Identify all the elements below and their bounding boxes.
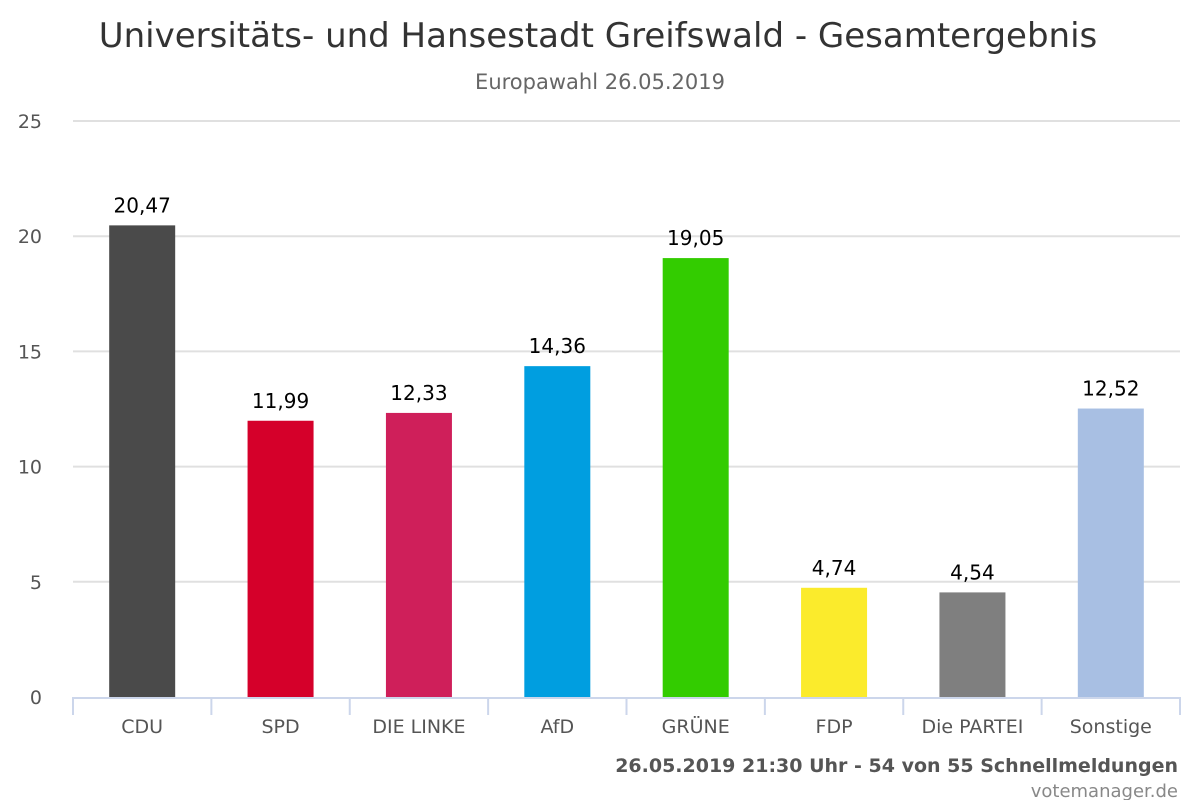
- data-label: 4,74: [812, 556, 857, 580]
- x-tick-label: DIE LINKE: [372, 716, 465, 738]
- bar-sonstige[interactable]: [1077, 408, 1144, 697]
- y-tick-label: 0: [30, 687, 42, 709]
- status-text: 26.05.2019 21:30 Uhr - 54 von 55 Schnell…: [615, 755, 1178, 777]
- x-tick-label: AfD: [540, 716, 574, 738]
- data-label: 11,99: [252, 389, 309, 413]
- bar-die-partei[interactable]: [939, 592, 1006, 697]
- x-tick-label: CDU: [121, 716, 163, 738]
- bar-afd[interactable]: [524, 366, 591, 697]
- x-tick-label: Die PARTEI: [921, 716, 1023, 738]
- bar-cdu[interactable]: [109, 225, 176, 697]
- x-tick-label: Sonstige: [1070, 716, 1152, 738]
- data-label: 12,33: [390, 381, 447, 405]
- y-tick-label: 5: [30, 572, 42, 594]
- x-tick-label: SPD: [261, 716, 299, 738]
- x-tick-label: GRÜNE: [662, 715, 730, 738]
- y-tick-label: 25: [18, 111, 42, 133]
- data-label: 12,52: [1082, 377, 1139, 401]
- bar-grüne[interactable]: [662, 258, 729, 697]
- bar-fdp[interactable]: [801, 587, 868, 697]
- bar-die-linke[interactable]: [385, 412, 452, 697]
- y-tick-label: 10: [18, 457, 42, 479]
- y-tick-label: 15: [18, 341, 42, 363]
- chart-subtitle: Europawahl 26.05.2019: [475, 70, 725, 94]
- data-label: 4,54: [950, 560, 995, 584]
- data-label: 19,05: [667, 226, 724, 250]
- data-label: 14,36: [529, 334, 586, 358]
- source-credit[interactable]: votemanager.de: [1031, 781, 1178, 800]
- data-label: 20,47: [114, 193, 171, 217]
- x-tick-label: FDP: [816, 716, 853, 738]
- y-tick-label: 20: [18, 226, 42, 248]
- chart-title: Universitäts- und Hansestadt Greifswald …: [99, 16, 1098, 56]
- bar-spd[interactable]: [247, 420, 314, 697]
